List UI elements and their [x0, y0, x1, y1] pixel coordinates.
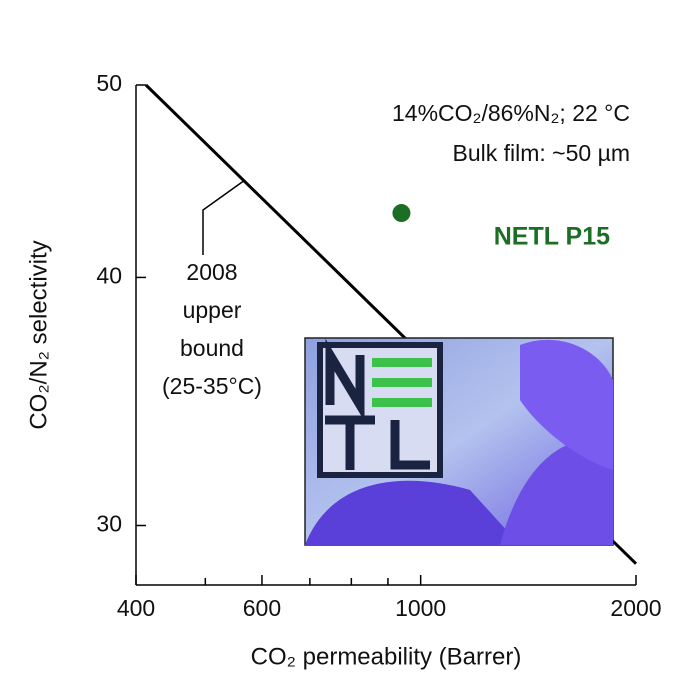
- y-tick-label: 30: [96, 511, 122, 537]
- point-label: NETL P15: [494, 223, 610, 251]
- x-axis-label: CO₂ permeability (Barrer): [251, 643, 522, 670]
- y-tick-label: 50: [96, 70, 122, 96]
- bound-label: upper: [183, 297, 242, 323]
- leader-line: [202, 179, 246, 255]
- annotation: Bulk film: ~50 µm: [453, 140, 631, 166]
- x-tick-label: 600: [243, 595, 281, 621]
- photo-inset: [304, 337, 614, 546]
- annotation: 14%CO₂/86%N₂; 22 °C: [392, 100, 630, 126]
- y-axis-label: CO₂/N₂ selectivity: [25, 240, 52, 429]
- x-tick-label: 1000: [395, 595, 446, 621]
- data-point: [392, 204, 411, 223]
- y-tick-label: 40: [96, 263, 122, 289]
- x-tick-label: 2000: [610, 595, 661, 621]
- bound-label: 2008: [186, 259, 237, 285]
- bound-label: bound: [180, 335, 244, 361]
- bound-label: (25-35°C): [162, 373, 262, 399]
- x-tick-label: 400: [117, 595, 155, 621]
